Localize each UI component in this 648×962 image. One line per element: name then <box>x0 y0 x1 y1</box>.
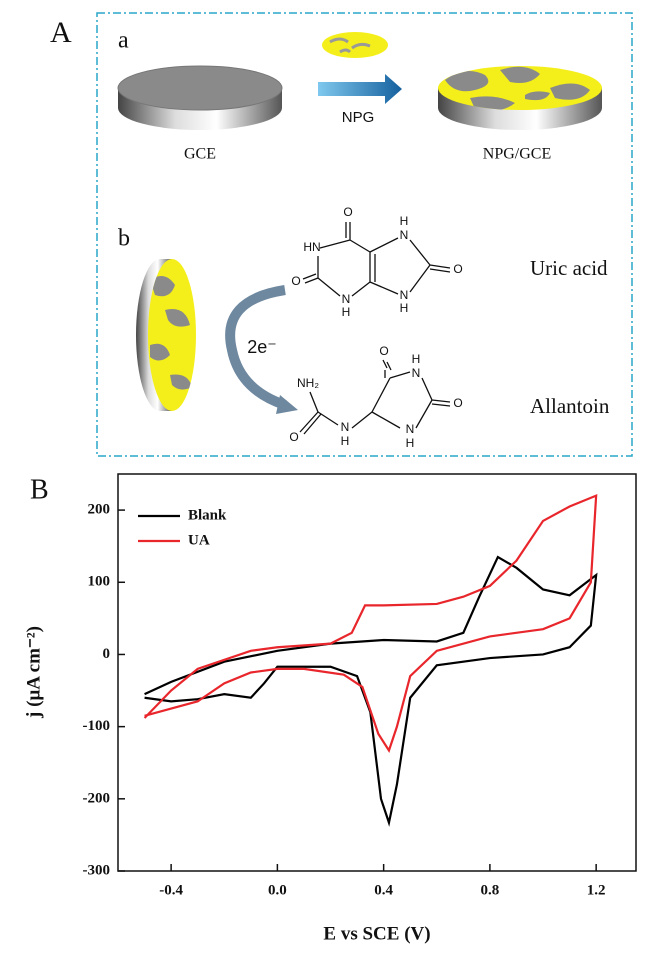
y-axis-label: j (μA cm⁻²) <box>23 626 44 719</box>
x-tick-label: 0.4 <box>374 882 393 898</box>
uric-acid-bonds <box>302 222 451 297</box>
x-tick-label: -0.4 <box>159 882 183 898</box>
atom-label: O <box>453 262 462 276</box>
arrow-head <box>276 395 298 414</box>
npg-piece <box>322 32 388 58</box>
shape <box>500 66 540 83</box>
shape <box>148 259 196 411</box>
atom-label: N <box>406 422 415 436</box>
atom-label: O <box>291 274 300 288</box>
electrode-side <box>136 259 196 411</box>
y-tick-label: -100 <box>83 718 111 734</box>
shape <box>170 374 192 390</box>
reaction-arrow <box>225 285 287 410</box>
atom-label: N <box>400 288 409 302</box>
x-tick-label: 0.0 <box>268 882 287 898</box>
shape <box>165 309 190 327</box>
x-axis-label: E vs SCE (V) <box>323 923 430 944</box>
npg-gce-disk <box>438 66 602 130</box>
atom-label: O <box>343 205 352 219</box>
atom-label: NH₂ <box>297 376 319 390</box>
shape <box>329 37 371 54</box>
shape <box>150 343 170 361</box>
atom-label: O <box>379 344 388 358</box>
atom-label: N <box>412 366 421 380</box>
arrow <box>318 74 402 104</box>
atom-label: N <box>400 228 409 242</box>
plot-frame <box>117 473 637 872</box>
cv-curve <box>144 555 598 827</box>
atom-label: H <box>341 434 350 448</box>
atom-label: H <box>400 214 409 228</box>
panel-label: A <box>50 16 72 49</box>
allantoin-bonds <box>299 359 451 435</box>
legend-label: UA <box>188 532 210 548</box>
panel-label: B <box>30 474 49 505</box>
cv-curve <box>143 493 598 753</box>
y-tick-label: 100 <box>88 574 111 590</box>
shape <box>150 276 175 297</box>
panel-frame <box>96 12 633 457</box>
shape <box>470 96 515 110</box>
shape <box>299 359 451 435</box>
electron-label: 2e⁻ <box>247 337 277 357</box>
atom-label: O <box>289 430 298 444</box>
y-tick-label: -300 <box>83 862 111 878</box>
electrode-label: NPG/GCE <box>483 146 551 163</box>
atom-label: HN <box>303 240 320 254</box>
x-tick-label: 0.8 <box>481 882 500 898</box>
y-tick-label: 200 <box>88 502 111 518</box>
atom-label: H <box>412 352 421 366</box>
x-tick-label: 1.2 <box>587 882 606 898</box>
shape <box>117 65 283 111</box>
y-tick-label: 0 <box>103 646 111 662</box>
subpanel-label: b <box>118 226 130 252</box>
atom-label: H <box>406 436 415 450</box>
molecule-name: Uric acid <box>530 256 608 280</box>
y-tick-label: -200 <box>83 790 111 806</box>
shape <box>550 83 590 100</box>
shape <box>302 222 451 297</box>
shape <box>525 91 550 101</box>
atom-label: H <box>342 305 351 319</box>
atom-label: H <box>400 301 409 315</box>
legend-label: Blank <box>188 507 227 523</box>
arrow-label: NPG <box>342 109 375 126</box>
shape <box>150 276 192 390</box>
shape <box>445 66 590 110</box>
atom-label: O <box>453 396 462 410</box>
molecule-name: Allantoin <box>530 394 610 418</box>
gce-disk <box>117 65 283 130</box>
shape <box>445 71 489 92</box>
atom-label: N <box>341 420 350 434</box>
electrode-label: GCE <box>184 146 216 163</box>
subpanel-label: a <box>118 28 129 54</box>
atom-label: N <box>342 292 351 306</box>
